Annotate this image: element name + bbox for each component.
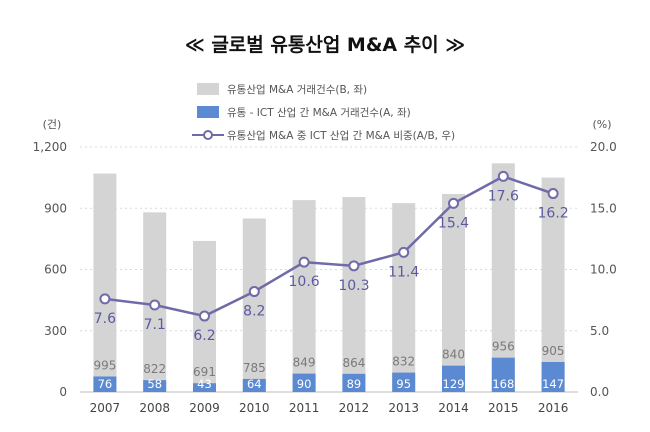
bar-ict-label: 64 <box>247 377 262 391</box>
bar-total <box>292 200 316 392</box>
bar-ict <box>342 373 366 392</box>
bar-total <box>541 177 565 392</box>
ratio-label: 16.2 <box>538 206 569 222</box>
bar-ict <box>442 365 465 392</box>
x-tick-label: 2008 <box>139 401 170 415</box>
bar-ict <box>541 361 565 392</box>
x-tick-label: 2011 <box>289 401 320 415</box>
x-tick-label: 2010 <box>239 401 270 415</box>
ratio-point <box>298 256 310 268</box>
bar-ict-label: 43 <box>197 377 212 391</box>
bar-ict-label: 129 <box>443 377 465 391</box>
left-axis-unit: (건) <box>43 118 62 131</box>
ratio-label: 11.4 <box>388 264 419 280</box>
left-tick-label: 600 <box>44 263 67 277</box>
right-tick-label: 10.0 <box>590 263 617 277</box>
bar-total-label: 905 <box>542 344 565 358</box>
bar-total-label: 832 <box>392 355 415 369</box>
legend-swatch-total <box>197 83 219 95</box>
bar-total-label: 864 <box>342 356 365 370</box>
ratio-label: 7.1 <box>144 317 166 333</box>
bar-ict-label: 95 <box>396 377 411 391</box>
x-tick-label: 2016 <box>538 401 569 415</box>
ratio-label: 15.4 <box>438 215 469 231</box>
ratio-label: 6.2 <box>193 328 215 344</box>
bar-total-label: 822 <box>143 362 166 376</box>
ratio-point <box>199 310 210 322</box>
right-tick-label: 15.0 <box>590 201 617 215</box>
ratio-point <box>398 246 410 258</box>
left-tick-label: 900 <box>44 201 67 215</box>
bar-ict-label: 168 <box>492 377 514 391</box>
legend-label-total: 유통산업 M&A 거래건수(B, 좌) <box>227 83 367 96</box>
x-tick-label: 2009 <box>189 401 220 415</box>
bar-total <box>342 197 366 392</box>
ratio-label: 17.6 <box>488 188 519 204</box>
bar-ict <box>292 373 316 392</box>
bar-total <box>93 173 117 392</box>
legend-swatch-ratio-marker <box>203 130 213 140</box>
x-tick-label: 2012 <box>339 401 370 415</box>
ratio-label: 8.2 <box>243 304 265 320</box>
x-tick-label: 2015 <box>488 401 519 415</box>
ratio-label: 10.6 <box>289 274 320 290</box>
left-tick-label: 300 <box>44 324 67 338</box>
x-tick-label: 2007 <box>90 401 121 415</box>
ratio-point <box>348 260 360 272</box>
bar-ict-label: 147 <box>542 377 564 391</box>
bar-ict <box>193 383 216 392</box>
ratio-point <box>248 286 260 298</box>
ratio-label: 7.6 <box>94 311 116 327</box>
bar-ict <box>93 376 117 392</box>
bar-total-label: 849 <box>293 356 316 370</box>
bar-ict <box>491 357 515 392</box>
ratio-point <box>448 197 459 209</box>
bar-total <box>242 218 266 392</box>
ratio-line <box>104 175 554 318</box>
chart-title: ≪ 글로벌 유통산업 M&A 추이 ≫ <box>184 34 466 56</box>
bar-ict <box>392 372 416 392</box>
bar-total-label: 956 <box>492 340 515 354</box>
left-tick-label: 0 <box>59 385 67 399</box>
bar-ict <box>242 378 266 392</box>
ratio-point <box>149 299 161 311</box>
bar-ict-label: 58 <box>147 377 162 391</box>
ratio-point <box>547 188 559 200</box>
bar-ict <box>143 380 167 392</box>
right-tick-label: 20.0 <box>590 140 617 154</box>
bar-total-label: 691 <box>193 365 216 379</box>
legend-label-ratio: 유통산업 M&A 중 ICT 산업 간 M&A 비중(A/B, 우) <box>227 129 455 142</box>
legend-swatch-ict <box>197 106 219 118</box>
ratio-point <box>99 293 111 305</box>
right-axis-unit: (%) <box>592 118 611 131</box>
bar-ict-label: 89 <box>347 377 362 391</box>
left-tick-label: 1,200 <box>33 140 67 154</box>
bar-total-label: 995 <box>93 358 116 372</box>
bar-ict-label: 90 <box>297 377 312 391</box>
bar-ict-label: 76 <box>98 377 113 391</box>
bar-total-label: 785 <box>243 361 266 375</box>
right-tick-label: 0.0 <box>590 385 609 399</box>
bar-total <box>491 163 515 392</box>
right-tick-label: 5.0 <box>590 324 609 338</box>
x-tick-label: 2014 <box>438 401 469 415</box>
x-tick-label: 2013 <box>388 401 419 415</box>
legend-label-ict: 유통 - ICT 산업 간 M&A 거래건수(A, 좌) <box>227 106 411 119</box>
ratio-point <box>497 170 509 182</box>
ratio-label: 10.3 <box>338 278 369 294</box>
bar-total-label: 840 <box>442 348 465 362</box>
bar-total <box>442 193 465 392</box>
bar-total <box>392 203 416 392</box>
